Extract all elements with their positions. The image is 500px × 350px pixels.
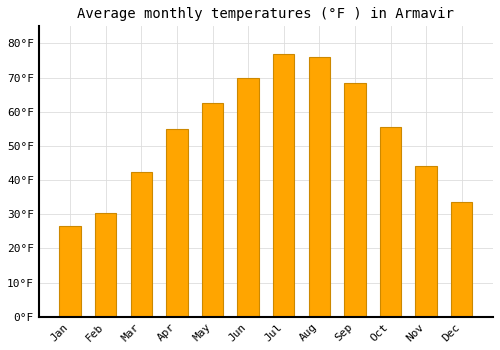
Bar [380,127,401,317]
Title: Average monthly temperatures (°F ) in Armavir: Average monthly temperatures (°F ) in Ar… [78,7,454,21]
Bar [451,202,472,317]
Bar [344,83,366,317]
Bar [166,129,188,317]
Bar [308,57,330,317]
Bar [273,54,294,317]
Bar [416,166,437,317]
Bar [130,172,152,317]
Bar [95,212,116,317]
Bar [202,103,223,317]
Bar [60,226,81,317]
Bar [238,78,259,317]
